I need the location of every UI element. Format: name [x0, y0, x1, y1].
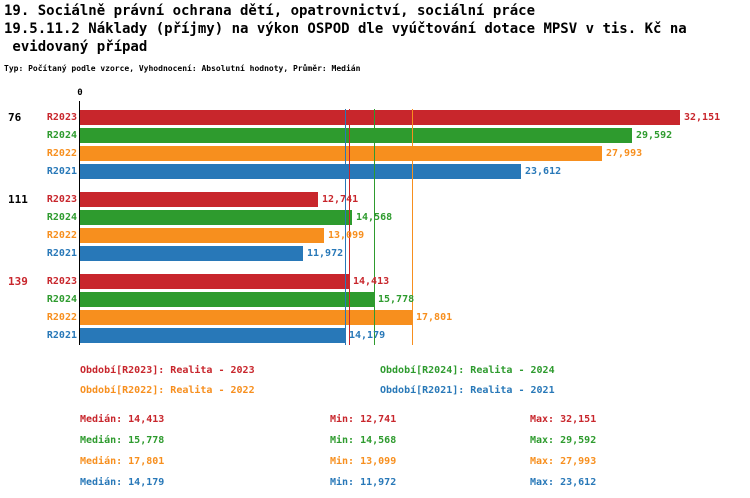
legend-row: Období[R2022]: Realita - 2022 Období[R20…	[0, 382, 750, 402]
group-label: 111	[8, 193, 28, 206]
bar-row: R2022 27,993	[0, 145, 750, 163]
legend-row: Období[R2023]: Realita - 2023 Období[R20…	[0, 362, 750, 382]
bar-r2021	[80, 246, 303, 261]
group-label: 76	[8, 111, 22, 124]
bar-row: R2021 14,179	[0, 327, 750, 345]
series-label: R2024	[46, 130, 77, 141]
report-subtitle: Typ: Počítaný podle vzorce, Vyhodnocení:…	[4, 64, 361, 73]
bar-r2023	[80, 110, 680, 125]
chart-stats: Medián: 14,413 Min: 12,741 Max: 32,151 M…	[0, 410, 750, 494]
bar-r2024	[80, 292, 374, 307]
title-line-2: 19.5.11.2 Náklady (příjmy) na výkon OSPO…	[4, 21, 687, 37]
median-line-r2022	[412, 109, 413, 345]
stat-median-r2023: Medián: 14,413	[80, 414, 165, 425]
bar-value-label: 12,741	[322, 194, 359, 205]
bar-r2023	[80, 192, 318, 207]
bar-value-label: 14,568	[356, 212, 393, 223]
stat-max-r2024: Max: 29,592	[530, 435, 597, 446]
stat-max-r2023: Max: 32,151	[530, 414, 597, 425]
series-label: R2021	[46, 330, 77, 341]
stat-max-r2021: Max: 23,612	[530, 477, 597, 488]
series-label: R2023	[46, 276, 77, 287]
x-axis-zero-label: 0	[77, 88, 83, 98]
bar-value-label: 11,972	[307, 248, 344, 259]
bar-value-label: 15,778	[378, 294, 415, 305]
bar-r2024	[80, 128, 632, 143]
series-label: R2021	[46, 248, 77, 259]
bar-row: R2021 23,612	[0, 163, 750, 181]
bar-value-label: 14,413	[353, 276, 390, 287]
median-line-r2024	[374, 109, 375, 345]
bar-r2021	[80, 164, 521, 179]
bar-value-label: 17,801	[416, 312, 453, 323]
series-label: R2023	[46, 194, 77, 205]
stat-median-r2022: Medián: 17,801	[80, 456, 165, 467]
bar-r2022	[80, 310, 412, 325]
bar-r2022	[80, 146, 602, 161]
stat-min-r2021: Min: 11,972	[330, 477, 397, 488]
stats-row-r2024: Medián: 15,778 Min: 14,568 Max: 29,592	[0, 431, 750, 452]
bar-row: 111 R2023 12,741	[0, 191, 750, 209]
bar-row: 76 R2023 32,151	[0, 109, 750, 127]
legend-item-r2021: Období[R2021]: Realita - 2021	[380, 385, 555, 396]
bar-value-label: 14,179	[349, 330, 386, 341]
bar-r2023	[80, 274, 349, 289]
group-label: 139	[8, 275, 28, 288]
bar-row: R2022 13,099	[0, 227, 750, 245]
series-label: R2023	[46, 112, 77, 123]
bar-row: R2024 14,568	[0, 209, 750, 227]
bar-row: R2022 17,801	[0, 309, 750, 327]
bar-r2024	[80, 210, 352, 225]
bar-row: 139 R2023 14,413	[0, 273, 750, 291]
series-label: R2021	[46, 166, 77, 177]
legend-item-r2024: Období[R2024]: Realita - 2024	[380, 365, 555, 376]
stat-min-r2023: Min: 12,741	[330, 414, 397, 425]
series-label: R2022	[46, 230, 77, 241]
bar-r2022	[80, 228, 324, 243]
bar-value-label: 13,099	[328, 230, 365, 241]
title-line-1: 19. Sociálně právní ochrana dětí, opatro…	[4, 3, 536, 19]
bar-r2021	[80, 328, 345, 343]
median-line-r2023	[349, 109, 350, 345]
stat-max-r2022: Max: 27,993	[530, 456, 597, 467]
legend-item-r2022: Období[R2022]: Realita - 2022	[80, 385, 255, 396]
stats-row-r2021: Medián: 14,179 Min: 11,972 Max: 23,612	[0, 473, 750, 494]
bar-row: R2024 29,592	[0, 127, 750, 145]
series-label: R2022	[46, 312, 77, 323]
stat-median-r2024: Medián: 15,778	[80, 435, 165, 446]
report-title: 19. Sociálně právní ochrana dětí, opatro…	[4, 2, 687, 56]
series-label: R2024	[46, 294, 77, 305]
median-line-r2021	[345, 109, 346, 345]
stats-row-r2023: Medián: 14,413 Min: 12,741 Max: 32,151	[0, 410, 750, 431]
bar-row: R2021 11,972	[0, 245, 750, 263]
bar-value-label: 23,612	[525, 166, 562, 177]
stats-row-r2022: Medián: 17,801 Min: 13,099 Max: 27,993	[0, 452, 750, 473]
bar-value-label: 29,592	[636, 130, 673, 141]
stat-min-r2022: Min: 13,099	[330, 456, 397, 467]
x-axis-tick	[79, 101, 80, 109]
bar-value-label: 32,151	[684, 112, 721, 123]
stat-min-r2024: Min: 14,568	[330, 435, 397, 446]
bar-chart-plot: 76 R2023 32,151 R2024 29,592 R2022 27,993 R2021…	[0, 109, 750, 345]
bar-value-label: 27,993	[606, 148, 643, 159]
bar-row: R2024 15,778	[0, 291, 750, 309]
y-axis-line	[79, 109, 80, 345]
stat-median-r2021: Medián: 14,179	[80, 477, 165, 488]
series-label: R2024	[46, 212, 77, 223]
legend-item-r2023: Období[R2023]: Realita - 2023	[80, 365, 255, 376]
chart-legend: Období[R2023]: Realita - 2023 Období[R20…	[0, 362, 750, 402]
series-label: R2022	[46, 148, 77, 159]
title-line-3: evidovaný případ	[4, 39, 148, 55]
